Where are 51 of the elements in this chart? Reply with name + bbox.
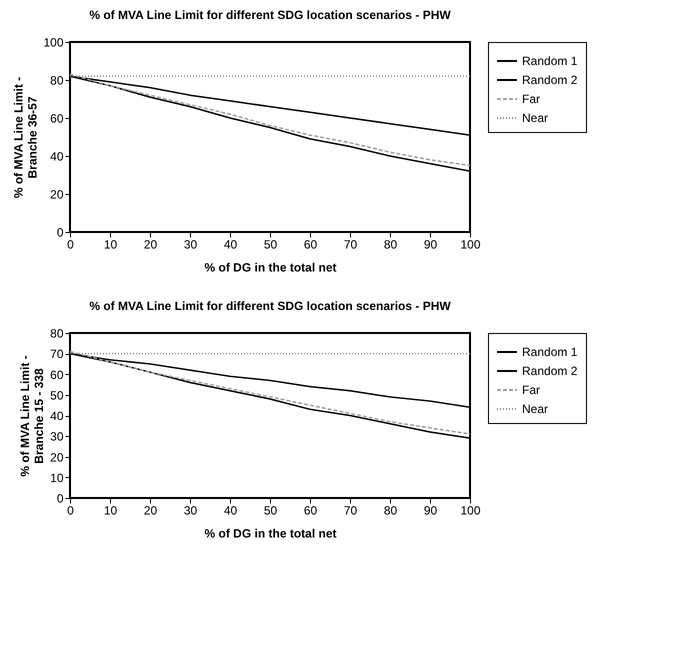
y-tick-label: 20 bbox=[50, 188, 64, 202]
y-tick-label: 80 bbox=[50, 326, 64, 340]
y-tick-label: 60 bbox=[50, 112, 64, 126]
x-tick-label: 80 bbox=[384, 504, 398, 518]
x-tick-label: 90 bbox=[424, 238, 438, 252]
x-tick-label: 20 bbox=[144, 504, 158, 518]
legend-label: Random 2 bbox=[522, 73, 578, 87]
legend-label: Random 2 bbox=[522, 364, 578, 378]
y-tick-label: 40 bbox=[50, 150, 64, 164]
legend-label: Random 1 bbox=[522, 54, 578, 68]
y-tick-label: 100 bbox=[43, 36, 64, 50]
y-axis-title: % of MVA Line Limit - Branche 15 - 338 bbox=[18, 355, 46, 477]
y-tick-label: 50 bbox=[50, 388, 64, 402]
x-tick-label: 10 bbox=[104, 504, 118, 518]
y-tick-label: 70 bbox=[50, 347, 64, 362]
legend-label: Near bbox=[522, 402, 548, 416]
y-tick-label: 0 bbox=[56, 226, 64, 240]
legend-label: Far bbox=[522, 383, 540, 397]
y-tick-label: 40 bbox=[50, 409, 64, 423]
x-tick-label: 30 bbox=[184, 504, 198, 518]
x-tick-label: 0 bbox=[67, 504, 74, 518]
y-tick-label: 0 bbox=[56, 492, 64, 506]
x-tick-label: 40 bbox=[224, 238, 238, 252]
legend-label: Far bbox=[522, 92, 540, 106]
y-tick-label: 80 bbox=[50, 74, 64, 88]
x-tick-label: 30 bbox=[184, 238, 198, 252]
x-axis-title: % of DG in the total net bbox=[204, 526, 336, 540]
legend-label: Random 1 bbox=[522, 345, 578, 359]
x-axis-title: % of DG in the total net bbox=[204, 260, 336, 274]
x-tick-label: 10 bbox=[104, 238, 118, 252]
y-tick-label: 10 bbox=[50, 470, 64, 485]
x-tick-label: 100 bbox=[460, 504, 481, 518]
y-tick-label: 30 bbox=[50, 430, 64, 444]
x-tick-label: 80 bbox=[384, 238, 398, 252]
legend-label: Near bbox=[522, 111, 548, 125]
x-tick-label: 70 bbox=[344, 504, 358, 518]
chart-title: % of MVA Line Limit for different SDG location scenarios - PHW bbox=[89, 8, 452, 22]
x-tick-label: 50 bbox=[264, 504, 278, 518]
x-tick-label: 0 bbox=[67, 238, 74, 252]
y-tick-label: 60 bbox=[50, 368, 64, 382]
x-tick-label: 90 bbox=[424, 504, 438, 518]
chart-title: % of MVA Line Limit for different SDG location scenarios - PHW bbox=[89, 299, 452, 313]
x-tick-label: 40 bbox=[224, 504, 238, 518]
x-tick-label: 20 bbox=[144, 238, 158, 252]
y-axis-title: % of MVA Line Limit - Branche 36-57 bbox=[11, 76, 40, 198]
x-tick-label: 60 bbox=[304, 238, 318, 252]
x-tick-label: 100 bbox=[460, 238, 481, 252]
x-tick-label: 60 bbox=[304, 504, 318, 518]
x-tick-label: 70 bbox=[344, 238, 358, 252]
y-tick-label: 20 bbox=[50, 450, 64, 464]
x-tick-label: 50 bbox=[264, 238, 278, 252]
